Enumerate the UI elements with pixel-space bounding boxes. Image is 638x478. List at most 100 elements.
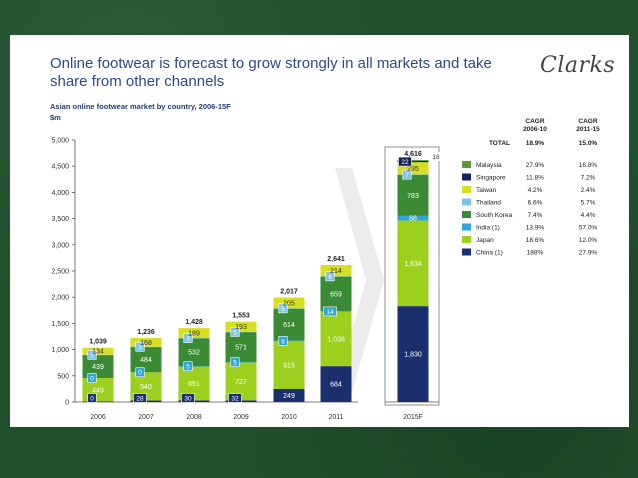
bar-segment: [397, 215, 429, 221]
cagr-value-b: 7.2%: [581, 175, 596, 182]
y-tick-label: 1,000: [51, 347, 69, 354]
cagr-value-b: 57.0%: [579, 225, 598, 232]
segment-label: 18: [432, 154, 440, 161]
segment-label: 684: [330, 382, 342, 389]
segment-label: 168: [140, 340, 152, 347]
bar-segment: [225, 321, 257, 332]
bar-segment: [273, 341, 305, 389]
bar-segment: [82, 401, 114, 403]
cagr-header: CAGR: [525, 118, 544, 125]
cagr-value-a: 6.6%: [528, 200, 543, 207]
segment-label: 571: [235, 345, 247, 352]
segment-label: 651: [188, 381, 200, 388]
segment-label-box: [429, 152, 443, 162]
segment-label: 727: [235, 379, 247, 386]
segment-label-box: [181, 393, 195, 403]
segment-label: 193: [235, 324, 247, 331]
bar-total-label: 1,428: [185, 319, 203, 326]
segment-label-box: [183, 361, 193, 371]
legend-label: Thailand: [476, 200, 501, 207]
segment-label: 30: [184, 396, 192, 403]
segment-label-box: [87, 350, 97, 360]
segment-label: 189: [188, 331, 200, 338]
bar-segment: [178, 366, 210, 367]
x-tick-label: 2015F: [403, 414, 423, 421]
bar-segment: [273, 297, 305, 309]
cagr-value-a: 7.4%: [528, 212, 543, 219]
bar-segment: [397, 220, 429, 307]
legend-swatch: [462, 211, 471, 218]
legend-swatch: [462, 173, 471, 181]
segment-label-box: [278, 303, 288, 314]
x-tick-label: 2009: [233, 414, 249, 421]
cagr-header: 2006-10: [523, 126, 547, 133]
bar-segment: [225, 361, 257, 363]
x-tick-label: 2011: [328, 414, 343, 421]
cagr-value-b: 5.7%: [581, 200, 596, 207]
cagr-value-a: 27.9%: [526, 162, 545, 169]
bar-segment: [225, 332, 257, 362]
bar-segment: [273, 340, 305, 342]
bar-segment: [82, 354, 114, 379]
bar-segment: [320, 311, 352, 367]
segment-label-box: [228, 393, 242, 403]
cagr-header: CAGR: [578, 118, 597, 125]
cagr-value-a: 18.6%: [526, 237, 545, 244]
segment-label: 614: [283, 322, 295, 329]
segment-label: 0: [90, 396, 94, 403]
bar-segment: [320, 366, 352, 402]
segment-label: 1,634: [404, 261, 422, 268]
segment-label-box: [87, 373, 97, 383]
segment-label: 1,038: [327, 336, 345, 343]
segment-label: 134: [92, 349, 104, 356]
bar-segment: [320, 276, 352, 277]
segment-label: 5: [186, 364, 190, 371]
brand-logo: Clarks: [540, 53, 616, 78]
legend-swatch: [462, 161, 471, 168]
segment-label: 540: [140, 384, 152, 391]
legend-label: Malaysia: [476, 162, 502, 169]
y-tick-label: 0: [65, 400, 69, 407]
segment-label-box: [230, 327, 240, 337]
segment-label-box: [183, 333, 193, 343]
segment-label-box: [398, 156, 412, 167]
chart-unit: $m: [50, 113, 61, 122]
segment-label: 235: [407, 166, 419, 173]
bar-segment: [82, 347, 114, 355]
segment-label: 7: [405, 172, 409, 179]
segment-label: 22: [401, 159, 409, 166]
segment-label: 659: [330, 291, 342, 298]
x-tick-label: 2010: [281, 414, 297, 421]
x-tick-label: 2008: [186, 414, 202, 421]
y-tick-label: 4,000: [51, 190, 69, 197]
segment-label-box: [278, 336, 288, 346]
segment-label: 1,830: [404, 352, 422, 359]
segment-label-box: [402, 169, 412, 180]
cagr-value-b: 2.4%: [581, 187, 596, 194]
segment-label: 783: [407, 193, 419, 200]
legend-swatch: [462, 236, 471, 243]
segment-label: 0: [138, 370, 142, 377]
legend-label: Taiwan: [476, 187, 497, 194]
segment-label-box: [133, 393, 147, 403]
bar-segment: [130, 346, 162, 348]
forecast-frame: [384, 146, 440, 406]
bar-segment: [320, 264, 352, 277]
y-tick-label: 2,500: [51, 269, 69, 276]
segment-label: 28: [136, 396, 144, 403]
bar-total-label: 1,039: [89, 339, 107, 346]
segment-label-box: [323, 306, 337, 317]
segment-label: 249: [283, 393, 295, 400]
y-tick-label: 2,000: [51, 295, 69, 302]
segment-label: 439: [92, 364, 104, 371]
legend-swatch: [462, 248, 471, 256]
segment-label: 3: [138, 344, 142, 351]
bar-segment: [273, 388, 305, 402]
segment-label: 5: [233, 329, 237, 336]
segment-label: 0: [90, 376, 94, 383]
segment-label-box: [135, 341, 145, 352]
bar-segment: [320, 276, 352, 312]
legend-swatch: [462, 223, 471, 231]
cagr-value-a: 11.8%: [526, 175, 544, 182]
